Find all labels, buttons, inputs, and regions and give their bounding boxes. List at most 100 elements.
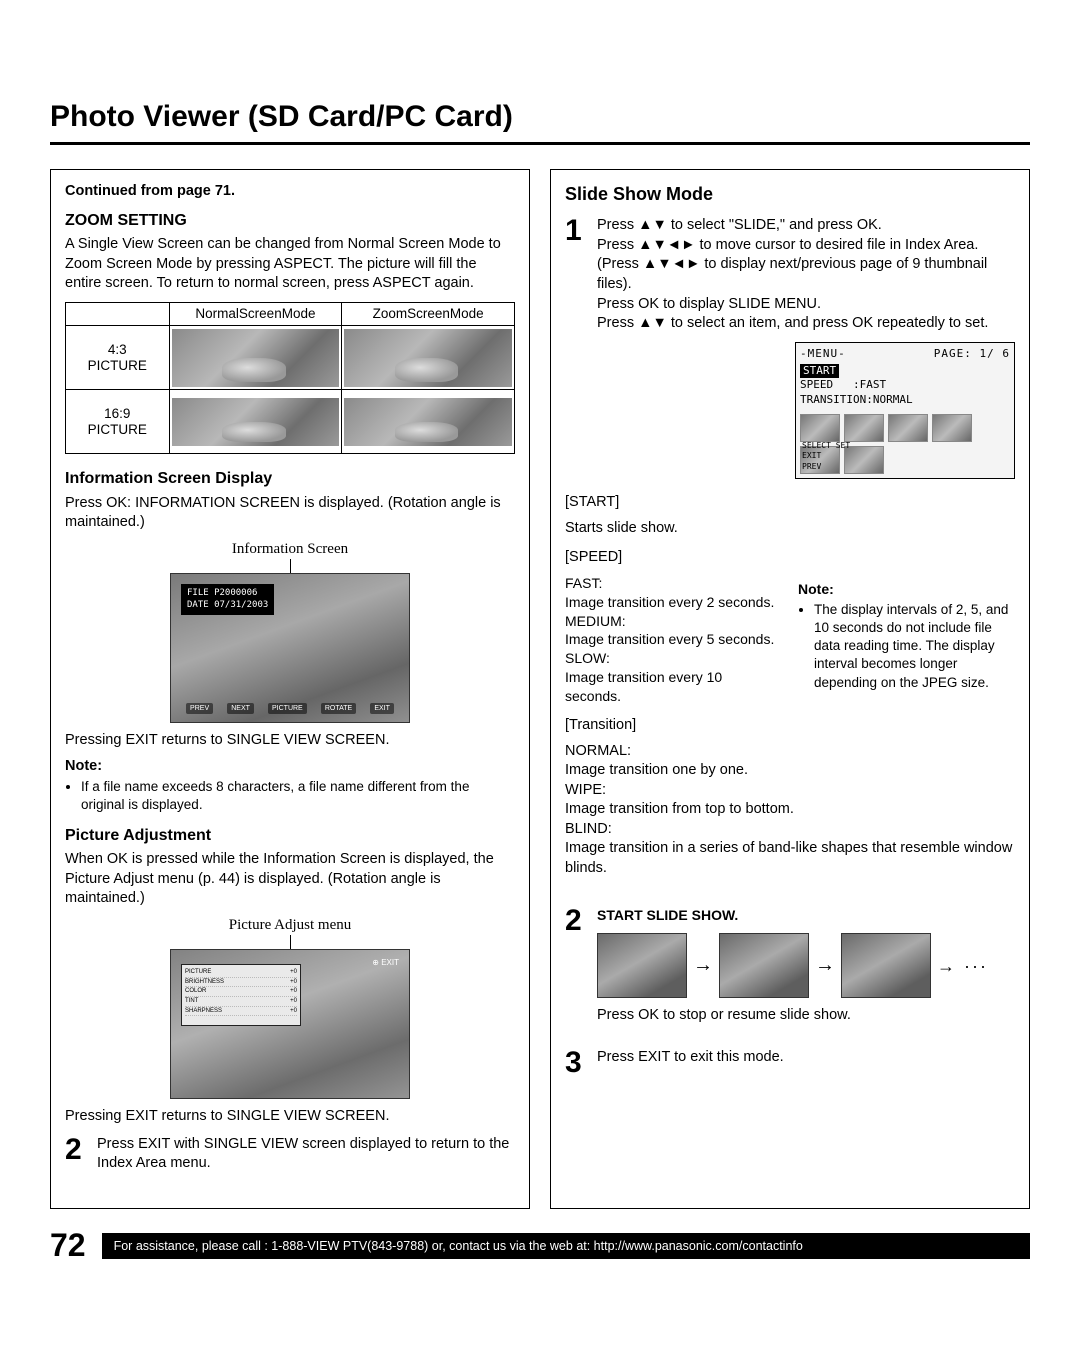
pa-heading: Picture Adjustment [65,825,515,847]
step-body: Press ▲▼ to select "SLIDE," and press OK… [597,216,1015,487]
info-heading: Information Screen Display [65,468,515,490]
trans-normal: Image transition one by one. [565,761,1015,781]
continued-from: Continued from page 71. [65,182,515,202]
step-number: 1 [565,216,587,246]
menu-controls: SELECT SET EXIT PREV [802,441,850,472]
trans-blind-h: BLIND: [565,820,1015,840]
info-ctl: PREV [186,703,213,714]
step1-line: Press ▲▼ to select "SLIDE," and press OK… [597,216,1015,236]
trans-blind: Image transition in a series of band-lik… [565,839,1015,878]
zoom-thumb [342,390,515,454]
trans-wipe-h: WIPE: [565,781,1015,801]
menu-speed-val: :FAST [853,378,886,391]
pointer-line [290,935,291,949]
speed-slow: Image transition every 10 seconds. [565,668,782,706]
speed-fast-h: FAST: [565,574,782,593]
footer-bar: For assistance, please call : 1-888-VIEW… [102,1233,1030,1259]
trans-label: [Transition] [565,716,1015,736]
info-ctl: EXIT [370,703,394,714]
speed-med: Image transition every 5 seconds. [565,630,782,649]
info-ctl: ROTATE [321,703,356,714]
trans-normal-h: NORMAL: [565,742,1015,762]
start-body: Starts slide show. [565,519,1015,539]
two-column-layout: Continued from page 71. ZOOM SETTING A S… [50,169,1030,1209]
slide-menu-mock: -MENU- PAGE: 1/ 6 START SPEED :FAST TRAN… [795,342,1015,479]
speed-slow-h: SLOW: [565,649,782,668]
step2-body: Press OK to stop or resume slide show. [597,1006,1015,1026]
arrow-right-icon: → [815,952,835,979]
menu-transition: TRANSITION:NORMAL [800,393,1010,408]
speed-note-col: Note: The display intervals of 2, 5, and… [798,574,1015,706]
pa-label: Picture Adjust menu [65,915,515,935]
left-step-2: 2 Press EXIT with SINGLE VIEW screen dis… [65,1135,515,1174]
zoom-thumb [169,390,342,454]
info-screen-label: Information Screen [65,539,515,559]
zoom-row-43: 4:3 PICTURE [66,326,170,390]
start-slide-heading: START SLIDE SHOW. [597,906,1015,925]
zoom-table-corner [66,302,170,325]
slide-strip: → → → ··· [597,933,1015,998]
info-icon-row: PREV NEXT PICTURE ROTATE EXIT [179,703,401,714]
zoom-table: NormalScreenMode ZoomScreenMode 4:3 PICT… [65,302,515,454]
zoom-thumb [342,326,515,390]
zoom-col-zoom: ZoomScreenMode [342,302,515,325]
arrow-right-icon: → [693,952,713,979]
zoom-row-169: 16:9 PICTURE [66,390,170,454]
step-number: 3 [565,1048,587,1078]
note-label: Note: [65,757,515,777]
speed-col: FAST: Image transition every 2 seconds. … [565,574,782,706]
zoom-body: A Single View Screen can be changed from… [65,235,515,294]
step-number: 2 [65,1135,87,1165]
page-title: Photo Viewer (SD Card/PC Card) [50,100,1030,145]
slide-thumb [597,933,687,998]
step1-line: Press ▲▼ to select an item, and press OK… [597,314,1015,334]
speed-label: [SPEED] [565,548,1015,568]
zoom-thumb [169,326,342,390]
slide-thumb [719,933,809,998]
info-body: Press OK: INFORMATION SCREEN is displaye… [65,494,515,533]
pointer-line [290,559,291,573]
zoom-heading: ZOOM SETTING [65,210,515,232]
page-number: 72 [50,1227,86,1264]
right-step-2: 2 START SLIDE SHOW. → → → ··· Press OK t… [565,906,1015,1025]
info-note-item: If a file name exceeds 8 characters, a f… [81,778,515,814]
info-date: DATE 07/31/2003 [187,600,268,612]
menu-text: -MENU- [800,347,846,362]
pa-body: When OK is pressed while the Information… [65,850,515,909]
right-column: Slide Show Mode 1 Press ▲▼ to select "SL… [550,169,1030,1209]
step1-line: Press ▲▼◄► to move cursor to desired fil… [597,236,1015,256]
menu-start: START [800,364,839,379]
start-label: [START] [565,493,1015,513]
step-body: START SLIDE SHOW. → → → ··· Press OK to … [597,906,1015,1025]
info-ctl: NEXT [227,703,254,714]
info-note-list: If a file name exceeds 8 characters, a f… [81,778,515,814]
step-number: 2 [565,906,587,936]
pa-screen-image: ⊕ EXIT PICTURE+0 BRIGHTNESS+0 COLOR+0 TI… [170,949,410,1099]
ellipsis-icon: → ··· [937,954,988,978]
note-label: Note: [798,580,1015,599]
menu-speed: SPEED [800,378,833,391]
slide-thumb [841,933,931,998]
step-body: Press EXIT to exit this mode. [597,1048,1015,1068]
right-step-3: 3 Press EXIT to exit this mode. [565,1048,1015,1078]
info-exit: Pressing EXIT returns to SINGLE VIEW SCR… [65,731,515,751]
info-screen-image: FILE P2000006 DATE 07/31/2003 PREV NEXT … [170,573,410,723]
footer-row: 72 For assistance, please call : 1-888-V… [50,1227,1030,1264]
speed-med-h: MEDIUM: [565,612,782,631]
menu-page: PAGE: 1/ 6 [934,347,1010,362]
step-body: Press EXIT with SINGLE VIEW screen displ… [97,1135,515,1174]
info-overlay: FILE P2000006 DATE 07/31/2003 [181,584,274,615]
info-ctl: PICTURE [268,703,307,714]
left-column: Continued from page 71. ZOOM SETTING A S… [50,169,530,1209]
info-file: FILE P2000006 [187,588,268,600]
step1-line: (Press ▲▼◄► to display next/previous pag… [597,255,1015,294]
pa-exit-icon: ⊕ EXIT [372,958,399,969]
slide-heading: Slide Show Mode [565,182,1015,206]
speed-note: The display intervals of 2, 5, and 10 se… [814,601,1015,692]
zoom-col-normal: NormalScreenMode [169,302,342,325]
step1-line: Press OK to display SLIDE MENU. [597,295,1015,315]
pa-menu-box: PICTURE+0 BRIGHTNESS+0 COLOR+0 TINT+0 SH… [181,964,301,1026]
right-step-1: 1 Press ▲▼ to select "SLIDE," and press … [565,216,1015,487]
trans-wipe: Image transition from top to bottom. [565,800,1015,820]
pa-exit: Pressing EXIT returns to SINGLE VIEW SCR… [65,1107,515,1127]
